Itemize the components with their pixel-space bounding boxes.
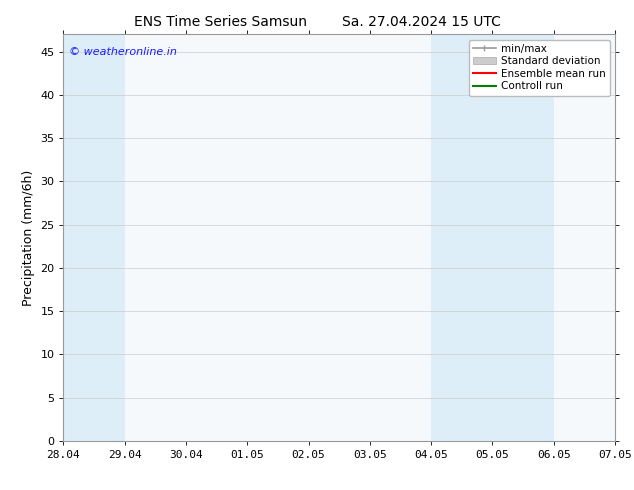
Bar	[431, 34, 553, 441]
Text: ENS Time Series Samsun        Sa. 27.04.2024 15 UTC: ENS Time Series Samsun Sa. 27.04.2024 15…	[134, 15, 500, 29]
Bar	[615, 34, 634, 441]
Legend: min/max, Standard deviation, Ensemble mean run, Controll run: min/max, Standard deviation, Ensemble me…	[469, 40, 610, 96]
Bar	[63, 34, 125, 441]
Y-axis label: Precipitation (mm/6h): Precipitation (mm/6h)	[22, 170, 35, 306]
Text: © weatheronline.in: © weatheronline.in	[69, 47, 177, 56]
